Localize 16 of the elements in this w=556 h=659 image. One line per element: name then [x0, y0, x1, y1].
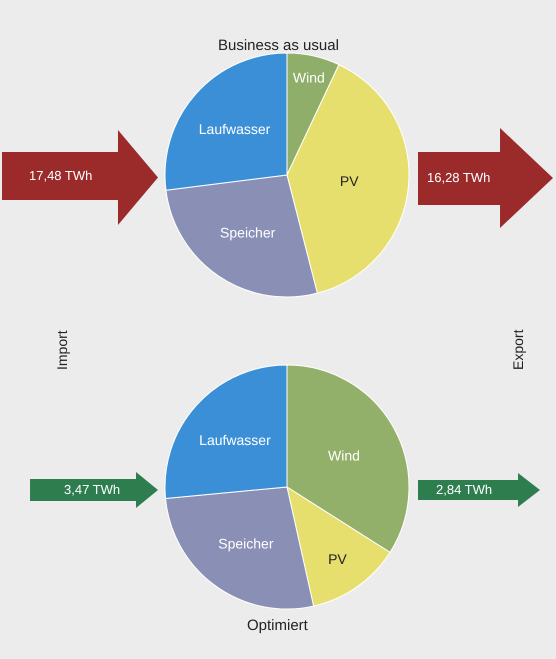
slice-label: Speicher	[218, 535, 274, 552]
text: 16,28 TWh	[427, 170, 490, 185]
text: 2,84 TWh	[436, 482, 492, 497]
text: Optimiert	[247, 617, 309, 634]
slice-label: Laufwasser	[198, 120, 271, 137]
text: Export	[510, 329, 526, 370]
chart-title: Business as usual	[218, 37, 339, 54]
slice-label: PV	[340, 172, 360, 189]
slice-label: Wind	[292, 69, 325, 86]
slice-label: Speicher	[220, 224, 276, 241]
slice-label: PV	[328, 551, 348, 568]
slice-label: Laufwasser	[199, 432, 272, 448]
text: 3,47 TWh	[64, 482, 120, 497]
text: Import	[54, 330, 70, 370]
text: 17,48 TWh	[29, 168, 92, 183]
slice-label: Wind	[328, 448, 360, 464]
